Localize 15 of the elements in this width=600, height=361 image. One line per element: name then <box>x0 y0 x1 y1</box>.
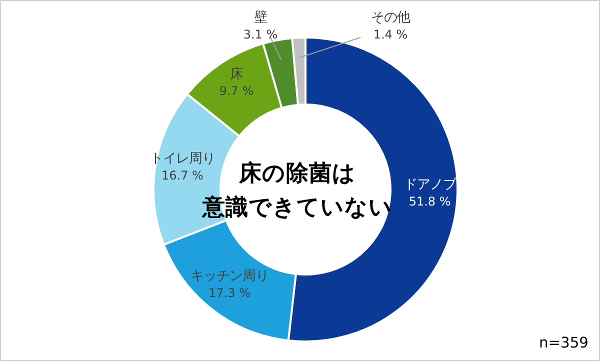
text: 床の除菌は <box>238 160 356 186</box>
data-label: 1.4 % <box>373 28 408 42</box>
slice-label: その他 <box>371 10 410 26</box>
slice-label: 壁 <box>254 10 267 26</box>
data-label: 16.7 % <box>162 168 204 182</box>
text: n=359 <box>538 334 589 352</box>
data-label: 51.8 % <box>408 194 451 209</box>
slice-label: トイレ周り <box>150 151 215 166</box>
data-label: 17.3 % <box>208 286 250 300</box>
data-label: 9.7 % <box>219 84 254 98</box>
slice-label: ドアノブ <box>404 178 457 193</box>
text: 意識できていない <box>202 194 392 220</box>
slice-label: キッチン周り <box>190 269 269 284</box>
data-label: 3.1 % <box>243 28 278 42</box>
slice-label: 床 <box>230 66 243 82</box>
